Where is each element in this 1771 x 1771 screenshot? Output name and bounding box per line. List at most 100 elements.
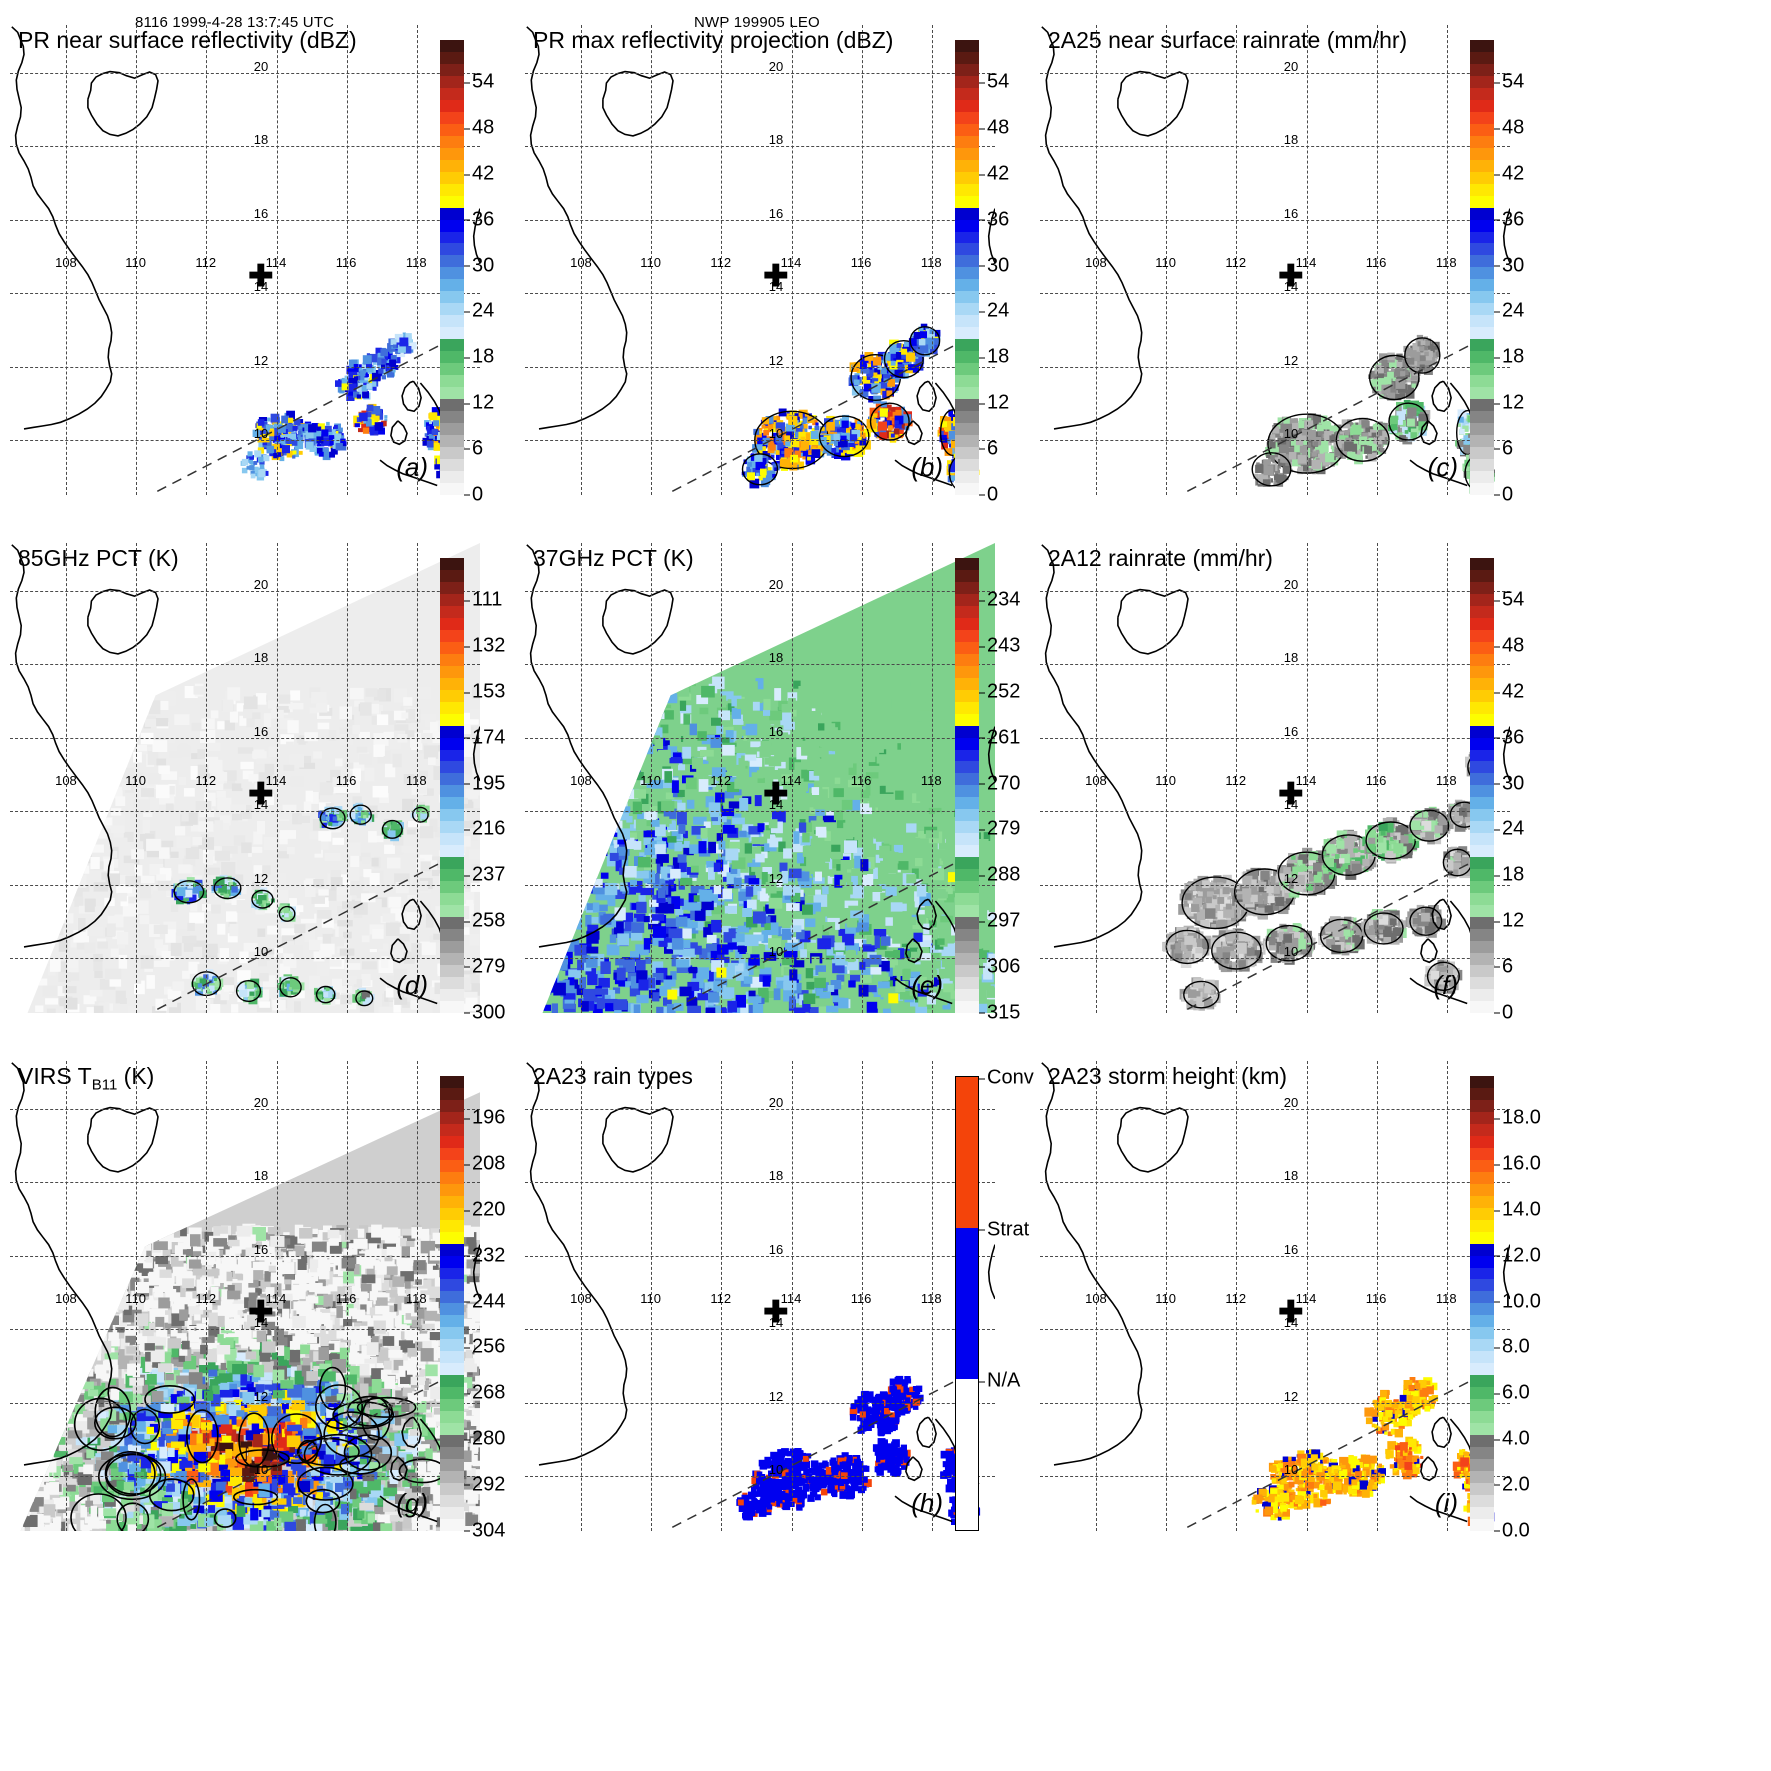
colorbar-segment — [1470, 63, 1494, 76]
colorbar-tick-label: 220 — [463, 1198, 506, 1221]
panel-title-i: 2A23 storm height (km) — [1048, 1063, 1288, 1089]
gridline-lat-20 — [525, 72, 995, 74]
lat-tick-label: 18 — [1283, 650, 1299, 666]
gridline-lon-118 — [931, 543, 933, 1013]
colorbar-segment — [1470, 1447, 1494, 1459]
lon-tick-label: 114 — [265, 772, 287, 788]
colorbar-segment — [440, 1387, 464, 1400]
gridline-lon-110 — [1166, 25, 1168, 495]
colorbar-segment — [955, 1000, 979, 1013]
colorbar-segment — [440, 988, 464, 1001]
colorbar-tick-label: 280 — [463, 1427, 506, 1450]
colorbar-tick-label: 24 — [1493, 817, 1525, 840]
domain-center-marker: ✚ — [763, 777, 789, 811]
colorbar-tick-label: 196 — [463, 1106, 506, 1129]
colorbar-segment — [1470, 558, 1494, 570]
colorbar-segment — [440, 1291, 464, 1304]
colorbar-segment — [955, 905, 979, 918]
gridline-lon-112 — [1236, 543, 1238, 1013]
colorbar-segment — [955, 63, 979, 76]
lat-tick-label: 12 — [253, 870, 269, 886]
lon-tick-label: 114 — [780, 1290, 802, 1306]
colorbar-segment — [1470, 797, 1494, 810]
colorbar-segment — [440, 749, 464, 762]
gridline-lat-14 — [10, 811, 480, 812]
colorbar-segment — [1470, 482, 1494, 495]
gridline-lon-116 — [1376, 543, 1378, 1013]
colorbar-segment — [440, 1076, 464, 1088]
colorbar-segment — [1470, 833, 1494, 846]
colorbar-segment — [440, 51, 464, 64]
gridline-lat-18 — [525, 664, 995, 666]
gridline-lon-114 — [791, 25, 793, 495]
lat-tick-label: 14 — [1283, 279, 1299, 294]
colorbar-segment — [1470, 411, 1494, 423]
colorbar-segment — [440, 387, 464, 400]
colorbar-segment — [440, 833, 464, 846]
lon-tick-label: 112 — [1225, 1290, 1247, 1306]
gridline-lat-14 — [525, 811, 995, 812]
colorbar-segment — [440, 1171, 464, 1184]
lon-tick-label: 118 — [1435, 1290, 1457, 1306]
colorbar-segment — [440, 641, 464, 654]
gridline-lon-110 — [136, 543, 138, 1013]
colorbar-segment — [440, 339, 464, 352]
lon-tick-label: 114 — [780, 772, 802, 788]
gridline-lat-18 — [525, 146, 995, 148]
lon-tick-label: 110 — [1155, 772, 1177, 788]
colorbar-segment — [955, 988, 979, 1001]
colorbar-segment — [440, 315, 464, 328]
colorbar-tick-label: 54 — [1493, 588, 1525, 611]
gridline-lon-116 — [861, 1061, 863, 1531]
gridline-lon-114 — [791, 1061, 793, 1531]
colorbar-segment — [955, 821, 979, 834]
colorbar-tick-label: 258 — [463, 909, 506, 932]
panel-letter-d: (d) — [396, 970, 428, 1000]
lat-tick-label: 16 — [768, 723, 784, 739]
colorbar-segment — [955, 207, 979, 220]
colorbar-segment — [1470, 279, 1494, 292]
lon-tick-label: 114 — [780, 254, 802, 270]
colorbar-segment — [955, 123, 979, 136]
lat-tick-label: 18 — [1283, 1168, 1299, 1184]
panel-g: 108 110 112 114 116 118 20 18 16 14 12 10 ✚ VIRS TB11… — [10, 1061, 505, 1541]
gridline-lon-108 — [66, 25, 68, 495]
colorbar-segment — [956, 1228, 978, 1380]
colorbar-segment — [1470, 581, 1494, 594]
gridline-lon-108 — [1096, 1061, 1098, 1531]
colorbar-tick-label: 261 — [978, 726, 1021, 749]
gridline-lon-118 — [1446, 543, 1448, 1013]
colorbar-segment — [440, 1147, 464, 1160]
colorbar-segment — [440, 75, 464, 88]
gridline-lon-112 — [1236, 25, 1238, 495]
colorbar-tick-label: 279 — [978, 817, 1021, 840]
colorbar-segment — [1470, 665, 1494, 678]
colorbar-segment — [1470, 964, 1494, 977]
colorbar-tick-label: Strat — [978, 1218, 1030, 1241]
colorbar-segment — [1470, 243, 1494, 256]
gridline-lat-10 — [10, 957, 480, 959]
gridline-lon-116 — [346, 543, 348, 1013]
colorbar-segment — [1470, 869, 1494, 882]
colorbar-segment — [440, 40, 464, 52]
colorbar-segment — [1470, 470, 1494, 483]
lat-tick-label: 18 — [253, 1168, 269, 1184]
lat-tick-label: 16 — [768, 205, 784, 221]
colorbar-tick-label: 208 — [463, 1152, 506, 1175]
map-canvas-a — [11, 26, 480, 492]
colorbar-segment — [955, 845, 979, 858]
colorbar-segment — [440, 351, 464, 364]
lat-tick-label: 12 — [1283, 870, 1299, 886]
panel-letter-b: (b) — [911, 452, 943, 482]
lat-tick-label: 20 — [768, 58, 784, 74]
colorbar-segment — [1470, 881, 1494, 894]
gridline-lon-110 — [136, 1061, 138, 1531]
lat-tick-label: 10 — [768, 425, 784, 441]
lon-tick-label: 108 — [55, 772, 77, 788]
colorbar-segment — [1470, 1387, 1494, 1400]
gridline-lon-116 — [861, 543, 863, 1013]
colorbar-segment — [1470, 1000, 1494, 1013]
lon-tick-label: 112 — [710, 772, 732, 788]
colorbar-tick-label: 36 — [1493, 208, 1525, 231]
gridline-lon-112 — [206, 1061, 208, 1531]
